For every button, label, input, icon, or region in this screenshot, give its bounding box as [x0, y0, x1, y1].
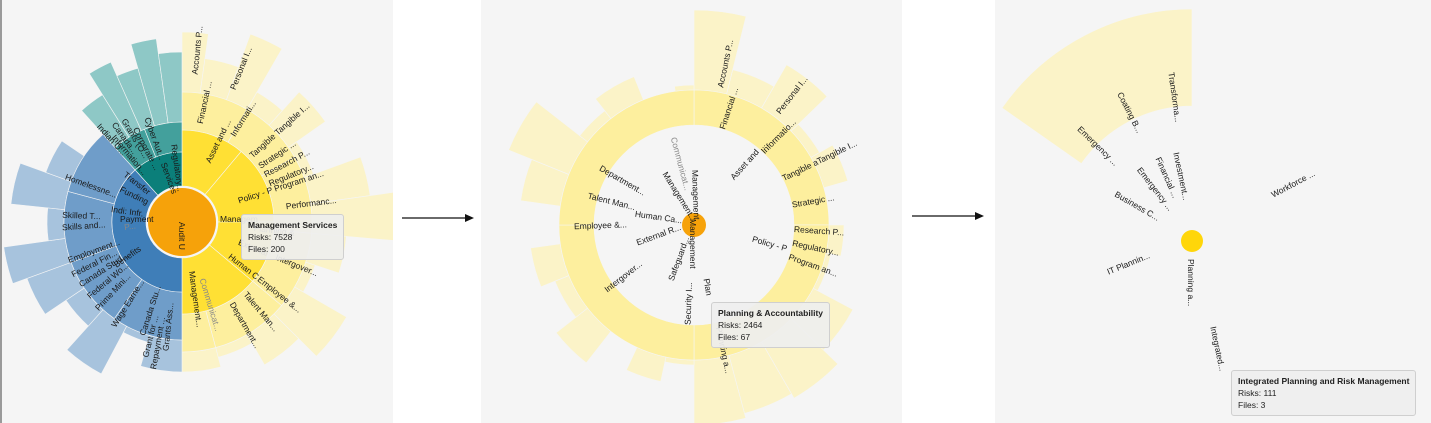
segment-label: Skilled T...	[62, 210, 101, 221]
segment-label: Indi: Infr.	[110, 204, 144, 218]
tooltip-title: Management Services	[248, 220, 338, 230]
sunburst-panel-management: Management Accounts P... Personal I... Fina…	[481, 0, 902, 423]
tooltip-management-services: Management Services Risks: 7528 Files: 2…	[241, 214, 345, 260]
segment-label: Plan	[702, 278, 715, 297]
tooltip-risks: Risks: 111	[1238, 388, 1277, 398]
sunburst-segment-payment[interactable]	[111, 169, 183, 293]
segment-label: IT Plannin...	[1106, 250, 1152, 276]
sunburst-center-hub[interactable]	[1181, 230, 1203, 252]
segment-label: Policy - P	[751, 234, 789, 254]
tooltip-risks: Risks: 7528	[248, 232, 293, 242]
segment-label: Asset and ...	[728, 140, 767, 182]
tooltip-integrated-planning: Integrated Planning and Risk Management …	[1231, 370, 1417, 416]
segment-label: P...	[123, 221, 136, 233]
arrow-right-icon	[402, 214, 474, 222]
tooltip-planning-accountability: Planning & Accountability Risks: 2464 Fi…	[711, 302, 830, 348]
arrow-right-icon	[912, 212, 984, 220]
segment-label: Department...	[598, 163, 648, 197]
segment-label: Research P...	[794, 224, 845, 237]
center-label: Planning a...	[1186, 259, 1196, 306]
segment-label: Security I...	[683, 282, 694, 325]
center-label: Management	[688, 219, 698, 269]
sunburst-segment-outer[interactable]	[1001, 8, 1193, 164]
segment-label: Workforce ...	[1269, 168, 1316, 199]
tooltip-risks: Risks: 2464	[718, 320, 763, 330]
center-label: Audit U	[177, 222, 187, 250]
tooltip-title: Planning & Accountability	[718, 308, 823, 318]
tooltip-files: Files: 67	[718, 332, 751, 342]
sunburst-panel-root: Audit U Accounts P... Personal I... Financi…	[0, 0, 393, 423]
sunburst-chart-planning[interactable]: Planning a...Transforma...Coating B...Em…	[995, 0, 1431, 423]
sunburst-segment-services[interactable]	[134, 151, 183, 196]
sunburst-center-hub[interactable]	[682, 213, 706, 237]
segment-label: Employee &...	[574, 219, 627, 231]
sunburst-panel-planning: Planning a... Transforma... Coating B... Em…	[995, 0, 1431, 423]
segment-label: Integrated...	[1208, 325, 1227, 371]
sunburst-center-hub[interactable]	[148, 188, 216, 256]
segment-label: Safeguard...	[666, 235, 691, 282]
tooltip-files: Files: 3	[1238, 400, 1266, 410]
segment-label: Skills and...	[62, 219, 106, 232]
tooltip-files: Files: 200	[248, 244, 285, 254]
segment-label: Management	[690, 170, 702, 221]
tooltip-title: Integrated Planning and Risk Management	[1238, 376, 1410, 386]
segment-label: Payment	[120, 214, 154, 224]
segment-label: Managem	[220, 214, 258, 224]
segment-label: External R...	[635, 222, 682, 247]
sunburst-segment[interactable]	[558, 89, 695, 226]
